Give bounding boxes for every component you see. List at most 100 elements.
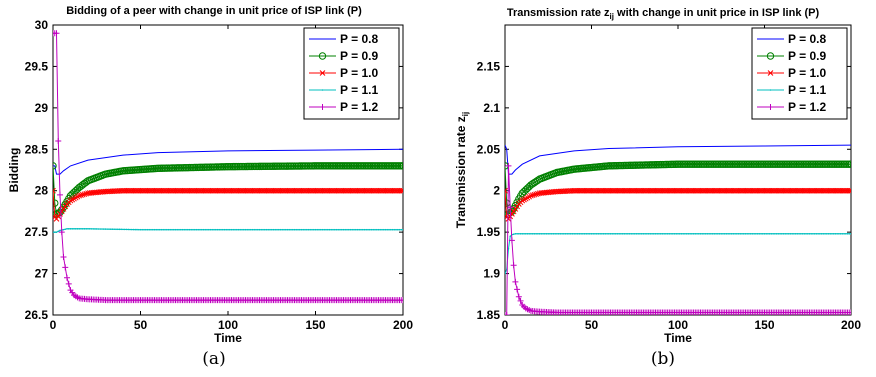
data-point (69, 228, 72, 230)
data-point (323, 228, 326, 231)
data-point (815, 233, 818, 235)
data-point (699, 233, 702, 235)
data-point (670, 233, 672, 235)
legend-label: P = 0.8 (340, 32, 378, 46)
series-0 (53, 148, 403, 175)
data-point (637, 233, 640, 235)
data-point (772, 233, 774, 235)
data-point (510, 208, 517, 215)
data-point (344, 228, 347, 231)
data-point (808, 233, 811, 235)
data-point (81, 228, 84, 230)
data-point (505, 272, 506, 275)
data-point (508, 237, 515, 244)
data-point (204, 228, 207, 231)
legend-label: P = 1.2 (788, 100, 826, 114)
data-point (62, 264, 69, 271)
data-point (311, 228, 313, 231)
data-point (101, 228, 103, 230)
data-point (116, 228, 119, 231)
data-point (377, 228, 380, 231)
y-axis-label: Transmission rate zij (454, 112, 470, 229)
data-point (53, 187, 56, 194)
y-tick-label: 29.5 (25, 59, 49, 73)
data-point (368, 228, 371, 231)
data-point (588, 233, 591, 235)
data-point (55, 231, 58, 233)
data-point (732, 233, 735, 235)
data-point (704, 233, 707, 235)
data-point (758, 233, 761, 235)
data-point (102, 228, 105, 230)
data-point (92, 228, 95, 230)
x-axis-label: Time (664, 331, 692, 345)
data-point (99, 228, 102, 230)
data-point (656, 233, 659, 235)
y-tick-label: 2 (493, 184, 500, 198)
data-point (730, 233, 733, 235)
data-point (330, 228, 333, 231)
data-point (213, 228, 215, 231)
data-point (633, 233, 636, 235)
data-point (847, 160, 851, 168)
data-point (354, 228, 357, 231)
data-point (784, 233, 787, 235)
data-point (801, 233, 804, 235)
data-point (580, 233, 582, 235)
data-point (288, 228, 291, 231)
data-point (552, 233, 555, 235)
data-point (661, 233, 664, 235)
data-point (281, 228, 284, 231)
data-point (540, 233, 543, 235)
data-point (216, 228, 219, 231)
data-point (211, 228, 214, 231)
data-point (309, 228, 312, 231)
data-point (528, 233, 531, 235)
data-point (846, 233, 849, 235)
data-point (85, 228, 88, 230)
data-point (706, 233, 709, 235)
data-point (516, 233, 518, 235)
data-point (642, 233, 645, 235)
data-point (111, 228, 114, 231)
x-tick-label: 150 (754, 318, 774, 332)
data-point (286, 228, 289, 231)
y-tick-label: 1.85 (477, 308, 501, 322)
data-point (104, 228, 107, 230)
legend-label: P = 0.9 (788, 49, 826, 63)
data-point (523, 233, 525, 235)
data-point (58, 229, 65, 236)
data-point (399, 162, 403, 170)
data-point (817, 233, 819, 235)
data-point (533, 233, 536, 235)
data-point (640, 233, 643, 235)
data-point (718, 233, 721, 235)
data-point (165, 228, 168, 231)
y-tick-label: 1.95 (477, 225, 501, 239)
data-point (237, 228, 240, 231)
data-point (746, 233, 748, 235)
data-point (325, 228, 327, 231)
data-point (57, 211, 63, 217)
data-point (768, 233, 771, 235)
chart-panel-b: Transmission rate zij with change in uni… (454, 7, 861, 369)
data-point (395, 228, 397, 231)
data-point (374, 228, 376, 231)
data-point (602, 233, 605, 235)
data-point (305, 228, 308, 231)
series-2 (505, 187, 851, 222)
data-point (509, 235, 511, 238)
data-point (269, 228, 271, 231)
data-point (130, 228, 133, 231)
data-point (400, 297, 403, 304)
data-point (554, 233, 556, 235)
legend-label: P = 1.0 (340, 66, 378, 80)
data-point (691, 233, 693, 235)
data-point (524, 233, 527, 235)
data-point (122, 228, 124, 231)
data-point (263, 228, 266, 231)
legend: P = 0.8 P = 0.9 P = 1.0 P = 1.1 P = 1.2 (751, 27, 848, 120)
legend-label: P = 1.1 (788, 83, 826, 97)
data-point (763, 233, 766, 235)
data-point (65, 280, 72, 287)
